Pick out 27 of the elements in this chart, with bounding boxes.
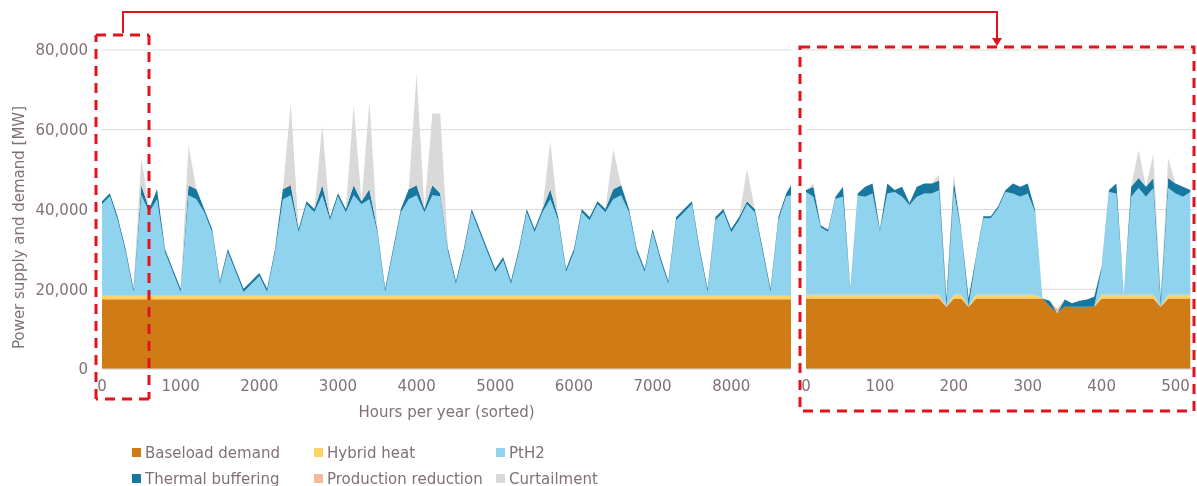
x-tick-label: 500 [1161,377,1190,395]
x-tick-label: 300 [1013,377,1043,395]
x-tick-label: 8000 [712,377,751,395]
x-tick-label: 7000 [633,377,672,395]
legend-label: Baseload demand [145,444,280,463]
x-tick-label: 1000 [161,377,200,395]
legend-label: PtH2 [509,444,545,463]
x-tick-label: 4000 [397,377,436,395]
y-tick-label: 20,000 [35,280,88,299]
x-tick-label: 5000 [476,377,515,395]
legend-label: Production reduction [327,470,483,486]
y-tick-label: 80,000 [35,41,88,60]
legend-label: Curtailment [509,470,598,486]
x-tick-label: 6000 [554,377,594,395]
x-tick-label: 100 [865,377,895,395]
y-tick-label: 40,000 [35,200,88,219]
x-tick-label: 0 [801,377,811,395]
x-tick-label: 0 [97,377,107,395]
x-tick-label: 200 [939,377,969,395]
legend-label: Hybrid heat [327,444,416,463]
x-tick-label: 400 [1087,377,1116,395]
x-axis-title: Hours per year (sorted) [358,403,535,421]
y-tick-label: 0 [78,360,88,379]
y-tick-label: 60,000 [35,121,88,139]
x-tick-label: 2000 [240,377,279,395]
x-tick-label: 3000 [318,377,358,395]
y-axis-title: Power supply and demand [MW] [10,105,28,350]
